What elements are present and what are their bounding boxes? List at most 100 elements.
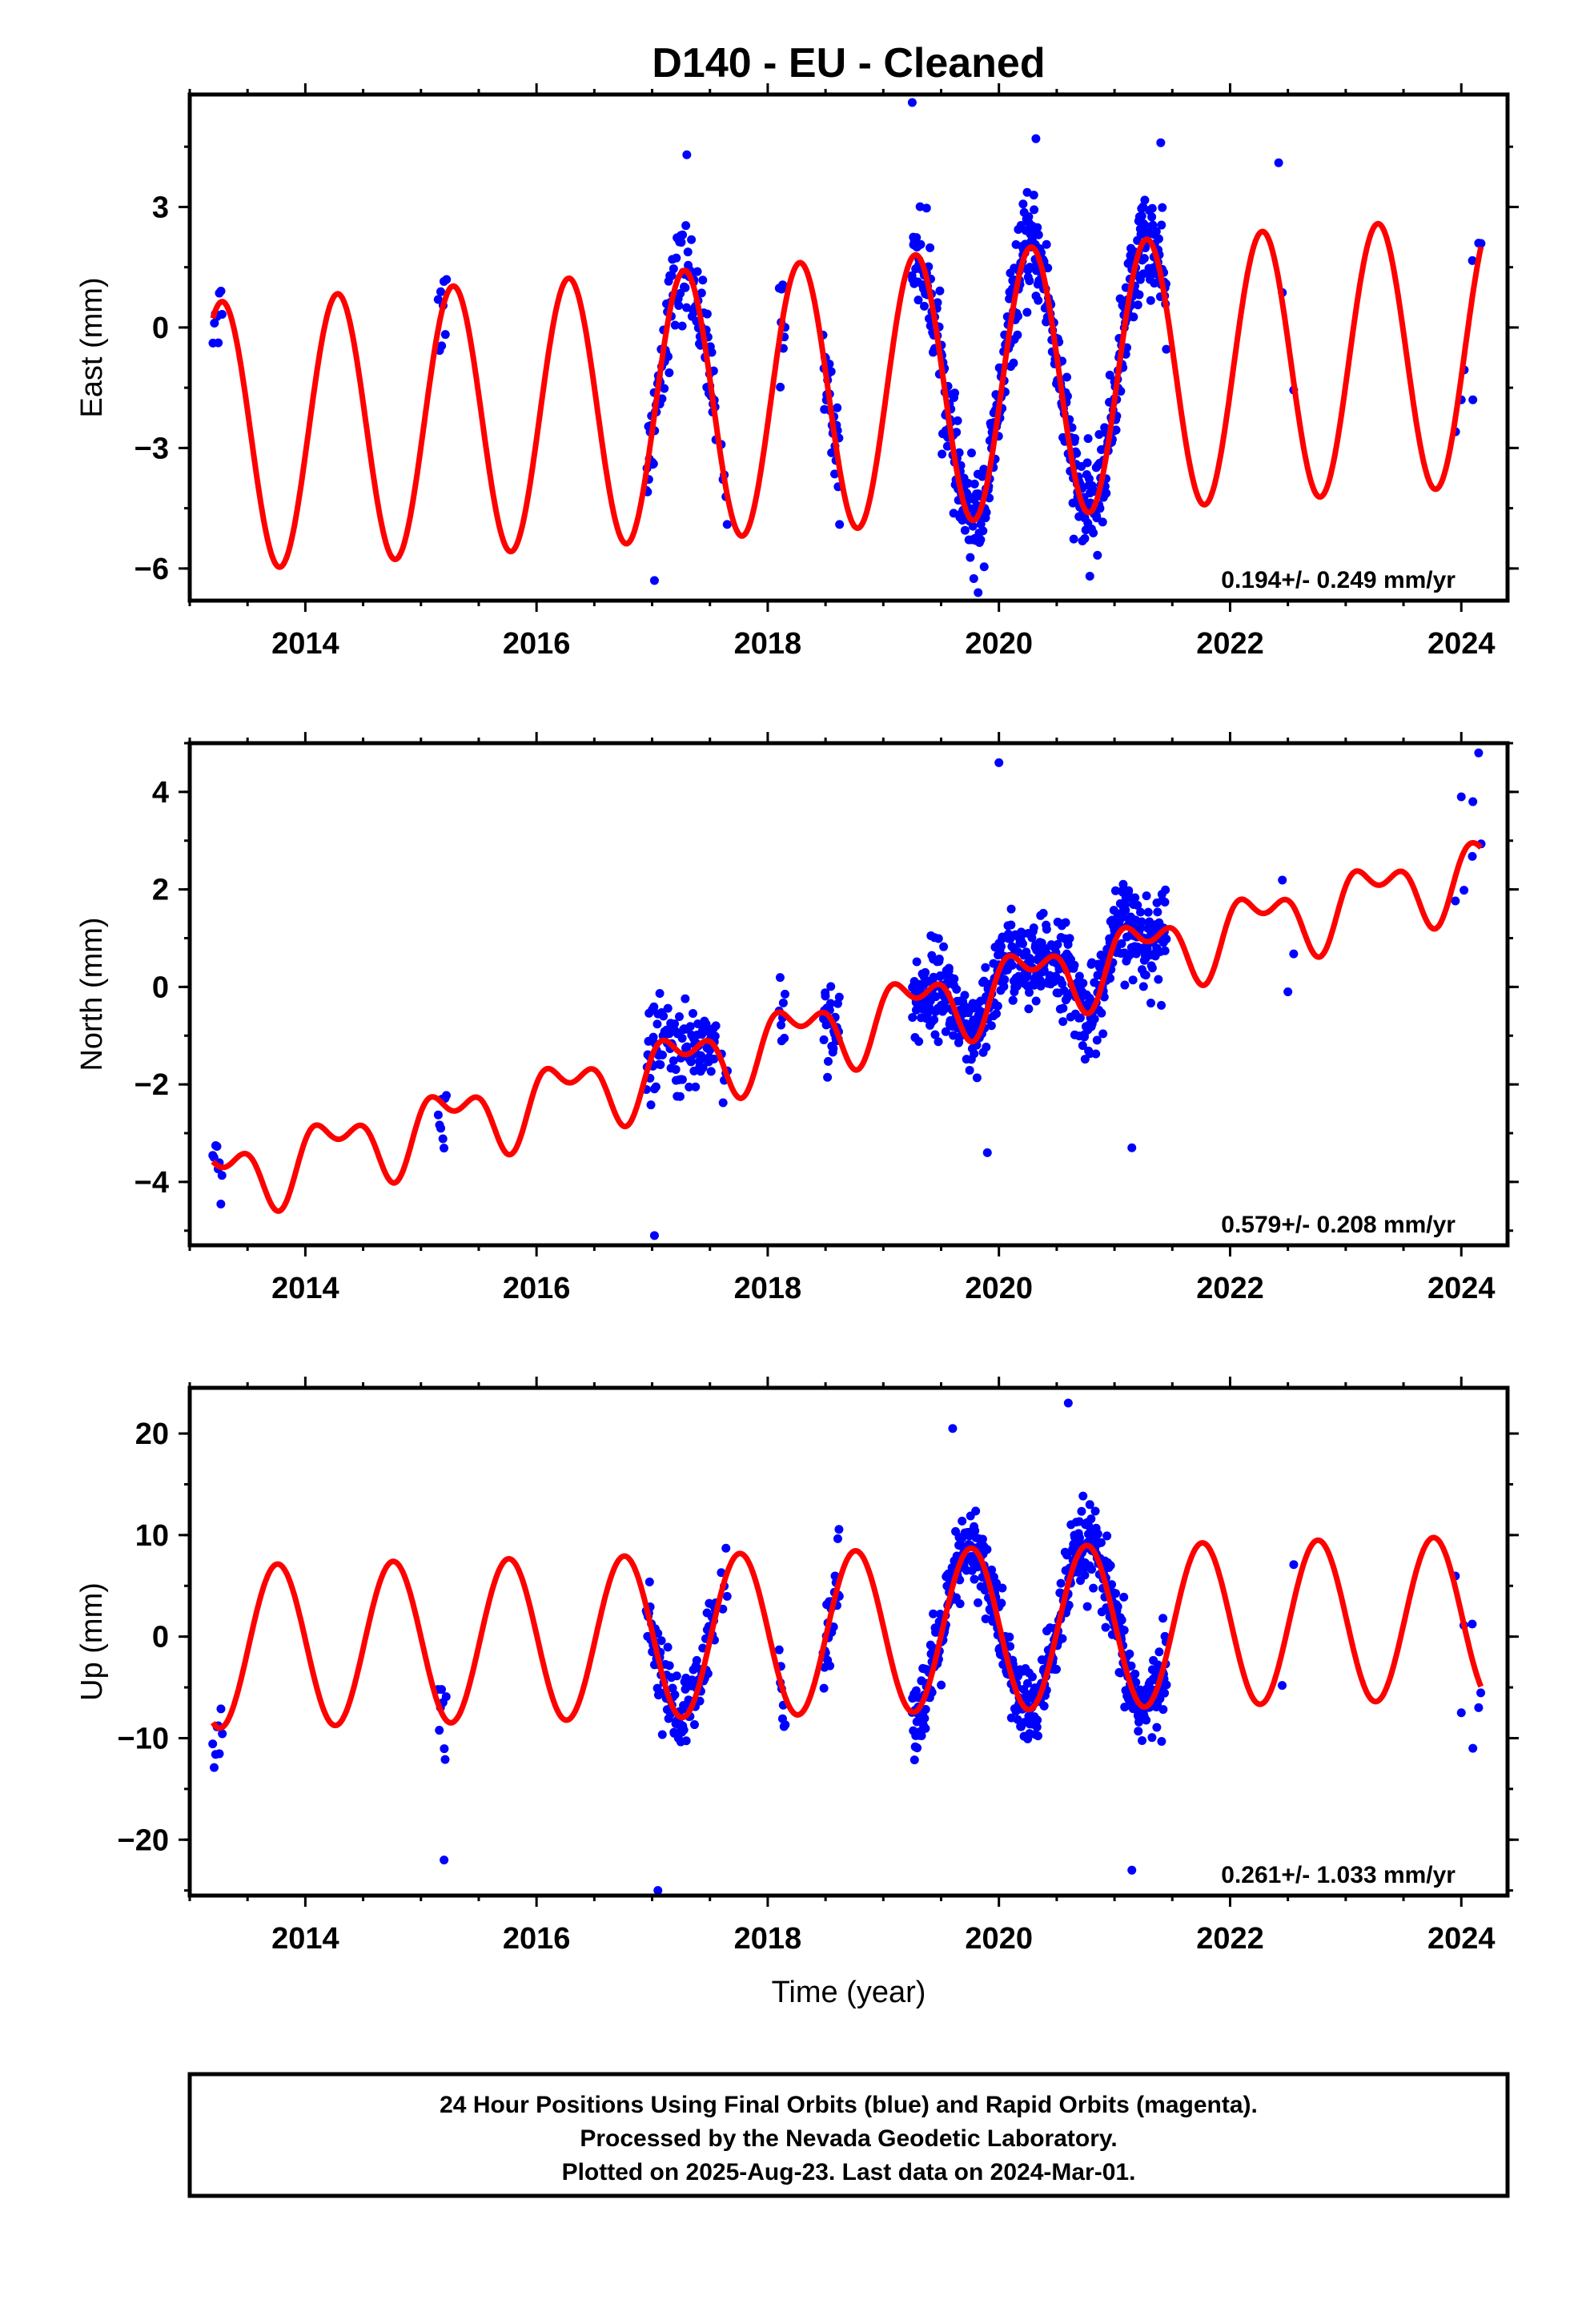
observation-point: [974, 588, 983, 597]
observation-point: [670, 1690, 680, 1699]
observation-point: [978, 526, 988, 536]
observation-point: [1042, 239, 1051, 249]
data-points: [208, 98, 1486, 597]
observation-point: [1027, 1672, 1037, 1682]
x-tick-label: 2018: [734, 1272, 802, 1305]
observation-point: [950, 974, 959, 983]
observation-point: [929, 1609, 938, 1618]
observation-point: [1006, 1642, 1015, 1651]
x-tick-label: 2014: [271, 1922, 339, 1956]
observation-point: [685, 1082, 694, 1092]
observation-point: [214, 338, 223, 348]
observation-point: [1105, 370, 1114, 380]
observation-point: [952, 428, 962, 437]
observation-point: [1086, 1514, 1096, 1524]
observation-point: [1110, 886, 1120, 895]
observation-point: [921, 1705, 930, 1715]
observation-point: [1031, 996, 1041, 1006]
observation-point: [993, 1001, 1002, 1011]
observation-point: [676, 288, 685, 298]
observation-point: [1152, 1723, 1162, 1732]
observation-point: [433, 1110, 443, 1120]
x-tick-label: 2020: [965, 1922, 1033, 1956]
observation-point: [939, 942, 949, 951]
observation-point: [948, 1424, 958, 1433]
observation-point: [681, 1736, 691, 1746]
observation-point: [437, 341, 447, 351]
observation-point: [1140, 195, 1150, 205]
observation-point: [1126, 1661, 1136, 1671]
observation-point: [1130, 1669, 1140, 1679]
x-tick-label: 2024: [1427, 1272, 1496, 1305]
panel-2: 2014 2016 2018 2020 2022 2024 −4 −2 0 2 4 North (mm…: [75, 732, 1519, 1305]
observation-point: [934, 954, 944, 963]
observation-point: [1058, 1003, 1068, 1013]
observation-point: [1289, 949, 1299, 959]
velocity-rate-label: 0.579+/- 0.208 mm/yr: [1221, 1212, 1456, 1238]
observation-point: [1102, 1531, 1112, 1541]
observation-point: [911, 1686, 921, 1695]
observation-point: [1077, 1506, 1086, 1516]
observation-point: [1154, 1647, 1164, 1657]
x-tick-label: 2014: [271, 1272, 339, 1305]
observation-point: [1025, 987, 1034, 997]
y-tick-label: 0: [152, 971, 169, 1004]
observation-point: [1098, 1029, 1108, 1039]
observation-point: [648, 1032, 658, 1042]
observation-point: [1117, 1615, 1126, 1625]
observation-point: [656, 1636, 666, 1646]
observation-point: [657, 1050, 667, 1059]
observation-point: [437, 1685, 447, 1695]
observation-point: [1018, 199, 1028, 209]
observation-point: [1162, 1680, 1171, 1690]
x-tick-label: 2016: [503, 1272, 571, 1305]
observation-point: [682, 150, 692, 159]
observation-point: [778, 280, 788, 290]
observation-point: [827, 448, 837, 457]
observation-point: [1125, 1649, 1134, 1659]
observation-point: [954, 448, 964, 457]
model-fit-line: [211, 839, 1484, 1214]
observation-point: [829, 1043, 838, 1053]
observation-point: [677, 321, 687, 331]
observation-point: [965, 1065, 974, 1075]
observation-point: [1160, 946, 1170, 955]
observation-point: [1090, 1506, 1100, 1516]
observation-point: [1147, 212, 1157, 222]
observation-point: [963, 478, 973, 488]
footer-line-2: Processed by the Nevada Geodetic Laborat…: [580, 2125, 1117, 2152]
observation-point: [1158, 1705, 1168, 1715]
observation-point: [978, 1534, 987, 1544]
observation-point: [1138, 1736, 1147, 1746]
observation-point: [1084, 474, 1094, 484]
observation-point: [1134, 1727, 1143, 1736]
observation-point: [777, 1020, 786, 1030]
observation-point: [687, 235, 697, 244]
observation-point: [1162, 935, 1171, 944]
observation-point: [960, 991, 970, 1000]
observation-point: [1154, 234, 1163, 243]
observation-point: [1468, 851, 1477, 861]
observation-point: [679, 1725, 689, 1735]
observation-point: [913, 1743, 922, 1753]
x-tick-label: 2014: [271, 627, 339, 661]
observation-point: [982, 1148, 992, 1157]
observation-point: [707, 348, 717, 357]
observation-point: [1089, 1583, 1098, 1593]
observation-point: [675, 1092, 685, 1101]
observation-point: [940, 1004, 950, 1014]
observation-point: [682, 1042, 692, 1051]
observation-point: [646, 1100, 656, 1110]
observation-point: [1026, 955, 1036, 965]
observation-point: [1062, 372, 1072, 382]
observation-point: [703, 1669, 713, 1679]
observation-point: [216, 1200, 226, 1209]
observation-point: [987, 1565, 997, 1574]
observation-point: [930, 1015, 939, 1024]
observation-point: [909, 1755, 919, 1765]
x-tick-label: 2024: [1427, 1922, 1496, 1956]
observation-point: [718, 1604, 728, 1614]
observation-point: [656, 1060, 665, 1070]
data-points: [208, 1398, 1486, 1896]
observation-point: [1158, 1614, 1168, 1623]
